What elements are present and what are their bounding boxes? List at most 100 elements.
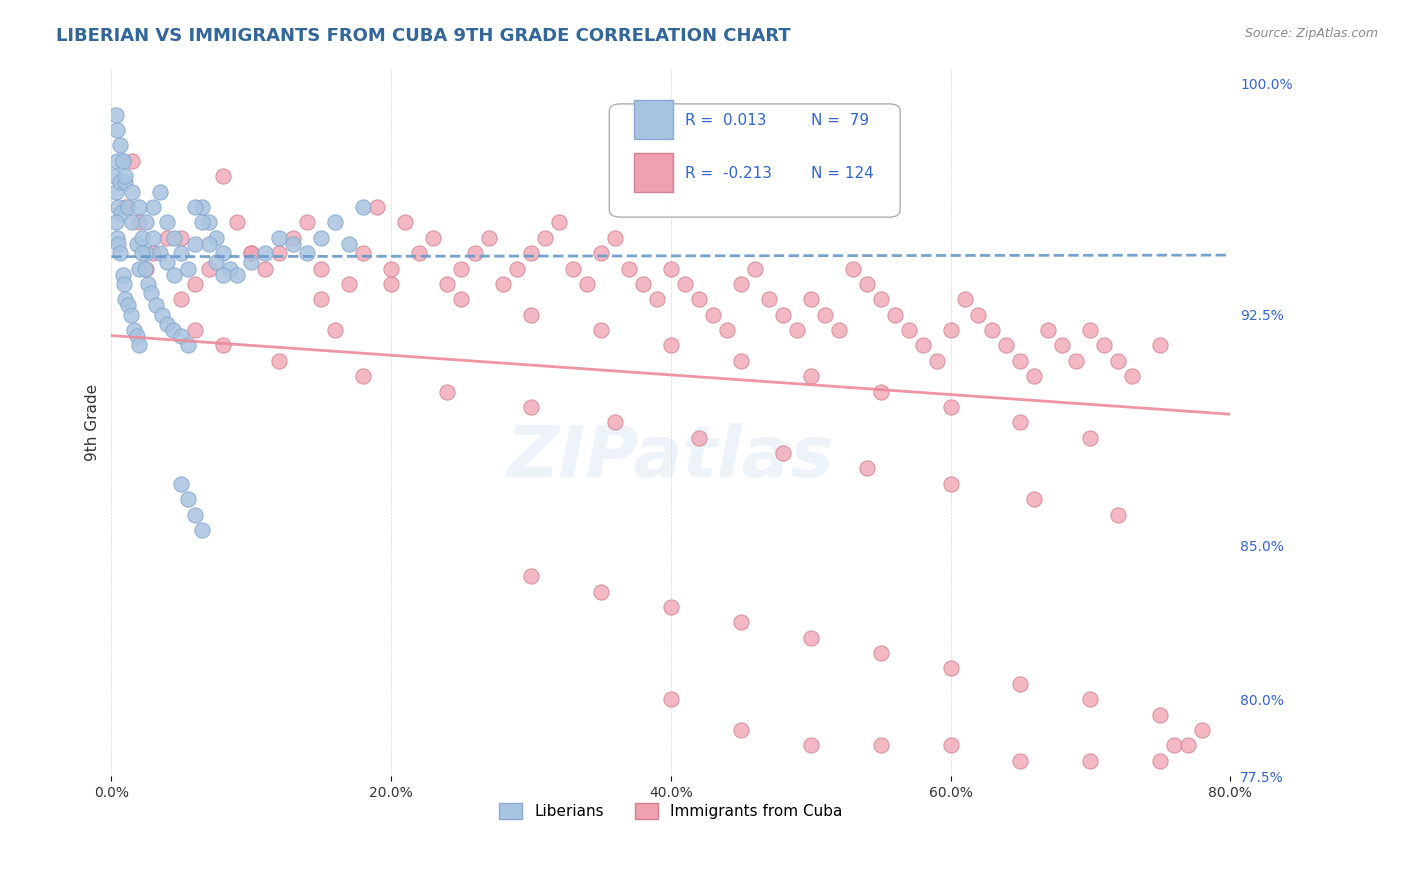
Point [323, 323, 346, 337]
Point [1107, 353, 1129, 368]
Point [631, 277, 654, 291]
Point [1066, 353, 1088, 368]
Point [117, 200, 139, 214]
Point [104, 185, 127, 199]
Point [103, 169, 125, 184]
Point [939, 323, 962, 337]
Point [841, 261, 863, 276]
Point [212, 338, 235, 352]
Point [1080, 431, 1102, 445]
Y-axis label: 9th Grade: 9th Grade [86, 384, 100, 461]
Point [673, 277, 696, 291]
Point [1177, 739, 1199, 753]
Point [352, 246, 374, 260]
Point [352, 200, 374, 214]
Point [184, 508, 207, 522]
Point [184, 236, 207, 251]
Point [309, 231, 332, 245]
Point [269, 353, 291, 368]
Point [150, 308, 173, 322]
Text: Source: ZipAtlas.com: Source: ZipAtlas.com [1244, 27, 1378, 40]
Point [184, 200, 207, 214]
Point [111, 153, 134, 168]
Point [104, 215, 127, 229]
Point [145, 298, 167, 312]
Point [125, 236, 148, 251]
Point [925, 353, 948, 368]
Point [478, 231, 501, 245]
Point [758, 293, 780, 307]
Point [105, 231, 128, 245]
Point [128, 338, 150, 352]
Point [1191, 723, 1213, 737]
Point [112, 277, 135, 291]
Point [295, 215, 318, 229]
Bar [634, 153, 673, 193]
Point [869, 293, 891, 307]
Point [1010, 353, 1032, 368]
Point [128, 215, 150, 229]
Point [589, 246, 612, 260]
Point [156, 255, 179, 269]
Point [422, 231, 444, 245]
Point [827, 323, 849, 337]
Point [170, 476, 193, 491]
Point [191, 215, 214, 229]
Text: N =  79: N = 79 [811, 112, 869, 128]
Point [744, 261, 766, 276]
Point [436, 384, 458, 399]
Point [520, 308, 543, 322]
Point [659, 261, 682, 276]
Point [177, 492, 200, 507]
Point [939, 476, 962, 491]
Point [114, 293, 136, 307]
Point [198, 236, 221, 251]
Point [772, 308, 794, 322]
Point [122, 323, 145, 337]
Point [380, 261, 402, 276]
Point [184, 277, 207, 291]
Point [156, 317, 179, 331]
Point [240, 246, 263, 260]
Point [121, 185, 143, 199]
Point [939, 400, 962, 414]
Point [953, 293, 976, 307]
Point [163, 268, 186, 282]
Point [107, 236, 129, 251]
Point [603, 415, 626, 429]
Point [198, 215, 221, 229]
Point [337, 236, 360, 251]
Point [589, 584, 612, 599]
Point [659, 338, 682, 352]
Point [589, 323, 612, 337]
Point [436, 277, 458, 291]
Point [170, 329, 193, 343]
Point [198, 261, 221, 276]
Point [205, 231, 228, 245]
Point [380, 277, 402, 291]
Point [1080, 692, 1102, 706]
Point [105, 123, 128, 137]
Point [226, 215, 249, 229]
Point [1024, 369, 1046, 384]
Point [352, 369, 374, 384]
Point [800, 293, 823, 307]
Point [520, 569, 543, 583]
Point [142, 231, 165, 245]
Point [135, 261, 157, 276]
Point [125, 329, 148, 343]
Point [645, 293, 668, 307]
Point [814, 308, 837, 322]
Point [156, 215, 179, 229]
Point [869, 384, 891, 399]
Point [1010, 677, 1032, 691]
Point [939, 739, 962, 753]
Point [131, 231, 153, 245]
Point [108, 175, 131, 189]
Point [226, 268, 249, 282]
Bar [634, 101, 673, 139]
Point [170, 293, 193, 307]
Point [177, 338, 200, 352]
Point [1038, 323, 1060, 337]
Point [702, 308, 724, 322]
